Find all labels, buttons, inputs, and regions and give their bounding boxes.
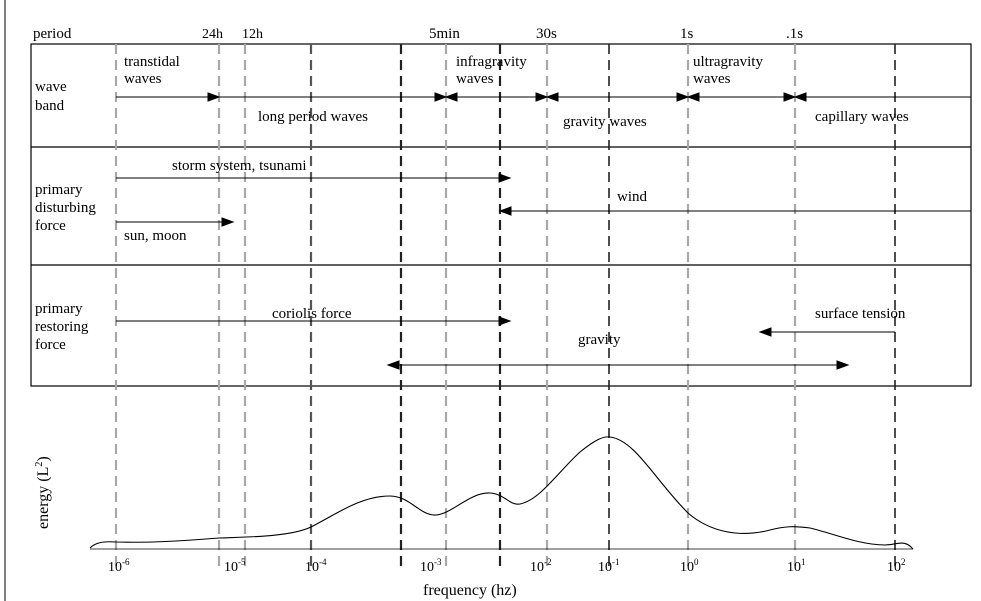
arrowhead-ultra-right [783,92,797,102]
x-tick-1e-2: 10-2 [530,557,552,575]
disturbing-label-line-2: disturbing [35,200,96,216]
sun-moon-arrowhead [221,217,235,227]
surface-tension-label: surface tension [815,306,906,322]
storm-arrowhead [498,173,512,183]
arrowhead-long-right [434,92,448,102]
ylabel-superscript: 2 [34,462,45,467]
sun-moon-label: sun, moon [124,228,187,244]
restoring-label-line-1: primary [35,301,83,317]
arrowhead-gravity-left [545,92,559,102]
x-tick-labels: 10-6 10-5 10-4 10-3 10-2 10-1 100 101 10… [108,557,906,575]
energy-spectrum-curve [89,436,914,550]
wave-band-label-line-2: band [35,98,65,114]
long-period-waves-label: long period waves [258,109,368,125]
y-axis-label: energy (L2) [34,456,52,529]
wave-band-arrows [116,92,971,102]
surface-tension-arrowhead [758,327,772,337]
wind-arrowhead [498,206,512,216]
restoring-arrows [116,316,895,370]
gridlines [114,44,896,572]
period-tick-12h: 12h [242,27,263,42]
x-tick-1e-3: 10-3 [420,557,442,575]
capillary-waves-label: capillary waves [815,109,909,125]
period-label: period [33,26,72,42]
arrowhead-transtidal-right [207,92,221,102]
x-tick-1e-1: 10-1 [598,557,620,575]
disturbing-label-line-1: primary [35,182,83,198]
arrowhead-capillary-left [793,92,807,102]
gravity-arrowhead-left [386,360,400,370]
coriolis-arrowhead [498,316,512,326]
infragravity-label-2: waves [456,71,494,87]
wave-band-label-line-1: wave [35,79,67,95]
gravity-arrowhead-right [836,360,850,370]
ylabel-close: ) [35,456,52,461]
ylabel-text: energy (L [35,467,52,529]
x-axis-label: frequency (hz) [423,582,517,599]
gravity-waves-label: gravity waves [563,114,647,130]
x-tick-1e0: 100 [680,557,699,575]
period-tick-0.1s: .1s [786,26,803,42]
x-tick-1e2: 102 [887,557,906,575]
transtidal-label-2: waves [124,71,162,87]
period-tick-30s: 30s [536,26,557,42]
arrowhead-ultra-left [686,92,700,102]
x-tick-1e1: 101 [787,557,806,575]
arrowhead-infra-right [535,92,549,102]
ultragravity-label-1: ultragravity [693,54,763,70]
storm-system-label: storm system, tsunami [172,158,307,174]
disturbing-label-line-3: force [35,218,66,234]
disturbing-arrows [116,173,971,227]
x-tick-1e-4: 10-4 [305,557,327,575]
ultragravity-label-2: waves [693,71,731,87]
transtidal-label-1: transtidal [124,54,180,70]
x-tick-1e-5: 10-5 [224,557,246,575]
restoring-label-line-3: force [35,337,66,353]
infragravity-label-1: infragravity [456,54,527,70]
arrowhead-gravity-right [676,92,690,102]
gravity-label: gravity [578,332,621,348]
period-tick-5min: 5min [429,26,460,42]
restoring-label-line-2: restoring [35,319,89,335]
period-tick-24h: 24h [202,27,223,42]
coriolis-force-label: coriolis force [272,306,352,322]
svg-text:energy (L2): energy (L2) [34,456,52,529]
x-tick-1e-6: 10-6 [108,557,130,575]
period-tick-1s: 1s [680,26,694,42]
wind-label: wind [617,189,648,205]
arrowhead-infra-left [444,92,458,102]
